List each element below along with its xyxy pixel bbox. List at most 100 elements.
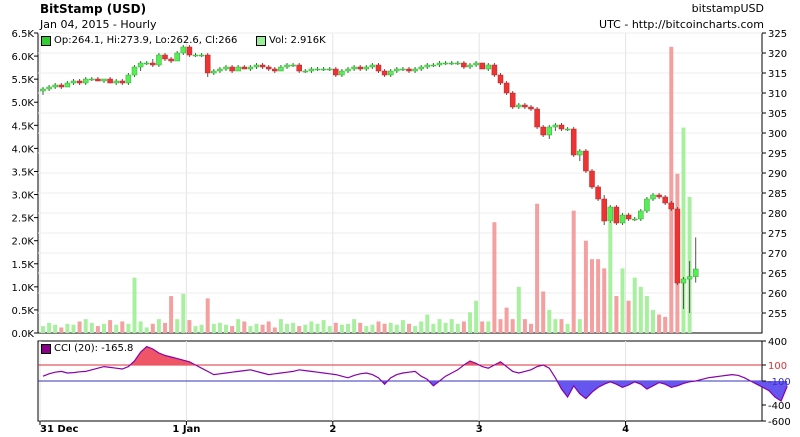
volume-bar	[266, 321, 271, 333]
price-tick-label: 275	[768, 229, 787, 240]
candle-body	[339, 70, 345, 76]
candle-body	[326, 68, 333, 71]
volume-bar	[248, 326, 253, 333]
volume-bar	[260, 324, 265, 333]
candle-body	[424, 64, 431, 68]
candle-body	[461, 62, 467, 68]
volume-bar	[474, 300, 479, 333]
candle-body	[247, 66, 254, 70]
cci-tick-label: 100	[768, 361, 787, 372]
candle-body	[82, 78, 89, 84]
cci-swatch	[41, 343, 51, 354]
volume-bar	[65, 323, 70, 333]
candle-body	[70, 80, 77, 84]
volume-bar	[175, 319, 180, 333]
axes: 31 Dec 1 Jan 2 3 4 255 260 265 270 275 280 285 290 29…	[12, 29, 791, 435]
volume-bar	[437, 319, 442, 333]
candle-body	[503, 82, 510, 94]
volume-bar	[419, 321, 424, 333]
candle-body	[198, 54, 205, 57]
candle-body	[595, 186, 601, 200]
volume-bar	[468, 312, 472, 333]
volume-bar	[608, 222, 613, 333]
candle-body	[265, 66, 272, 70]
price-tick-label: 290	[768, 169, 787, 180]
volume-bar	[498, 319, 503, 333]
candle-body	[241, 66, 248, 70]
candle-body	[156, 54, 162, 66]
candle-body	[40, 88, 46, 92]
cci-indicator	[38, 345, 788, 402]
x-tick-label: 1 Jan	[172, 424, 200, 435]
volume-bar	[272, 327, 277, 333]
x-tick-label: 4	[622, 424, 629, 435]
volume-bar	[626, 300, 631, 333]
candle-body	[455, 62, 461, 65]
candle-body	[375, 64, 382, 72]
volume-bar	[309, 321, 314, 333]
candle-body	[400, 68, 406, 71]
price-tick-label: 310	[768, 89, 787, 100]
volume-bar	[114, 324, 119, 333]
volume-tick-label: 6.0K	[12, 52, 35, 63]
candle-body	[46, 86, 52, 90]
volume-bar	[577, 319, 582, 333]
volume-bar	[449, 319, 454, 333]
volume-bar	[583, 240, 588, 333]
candle-body	[436, 62, 443, 66]
volume-bar	[541, 291, 546, 333]
volume-bar	[431, 323, 436, 333]
candle-body	[497, 74, 504, 84]
candle-body	[534, 108, 540, 128]
volume-bar	[47, 322, 52, 333]
candle-body	[638, 210, 644, 220]
cci-tick-label: -100	[768, 377, 791, 388]
volume-tick-label: 3.0K	[12, 191, 35, 202]
candle-body	[516, 104, 522, 108]
cci-tick-label: -600	[768, 417, 791, 428]
volume-bar	[425, 314, 430, 333]
cci-oversold-fill	[750, 381, 788, 401]
volume-bar	[620, 268, 625, 333]
candle-body	[381, 70, 388, 76]
candle-body	[89, 78, 95, 81]
cci-legend: CCI (20): -165.8	[41, 343, 133, 354]
volume-bar	[657, 314, 662, 333]
volume-bar	[663, 316, 668, 333]
volume-legend-text: Vol: 2.916K	[269, 35, 326, 46]
volume-bar	[224, 324, 228, 333]
volume-bar	[126, 323, 131, 333]
candle-body	[686, 276, 693, 280]
candle-body	[211, 70, 217, 74]
volume-bar	[181, 293, 186, 333]
candle-body	[204, 54, 211, 74]
candle-body	[119, 80, 126, 84]
volume-bar	[358, 322, 363, 333]
volume-bar	[413, 326, 418, 333]
volume-bar	[486, 321, 491, 333]
price-tick-label: 265	[768, 269, 787, 280]
volume-legend: Vol: 2.916K	[256, 35, 326, 46]
volume-bar	[187, 320, 192, 333]
price-tick-label: 285	[768, 189, 787, 200]
candle-body	[308, 68, 315, 72]
cci-tick-label: 400	[768, 337, 787, 348]
candle-body	[680, 278, 687, 284]
candle-body	[662, 196, 668, 204]
volume-bar	[638, 286, 643, 333]
volume-bar	[455, 323, 460, 333]
volume-bar	[120, 321, 125, 333]
candle-body	[235, 66, 241, 72]
price-tick-label: 260	[768, 289, 787, 300]
volume-bar	[102, 323, 106, 333]
candle-body	[186, 46, 193, 56]
price-tick-label: 280	[768, 209, 787, 220]
data-source: UTC - http://bitcoincharts.com	[599, 18, 764, 31]
volume-bar	[315, 323, 320, 333]
candle-body	[448, 62, 455, 65]
main-panel-frame	[37, 32, 763, 334]
candle-body	[192, 54, 199, 57]
candle-body	[168, 58, 174, 62]
volume-bar	[407, 323, 411, 333]
volume-bar	[53, 324, 58, 333]
